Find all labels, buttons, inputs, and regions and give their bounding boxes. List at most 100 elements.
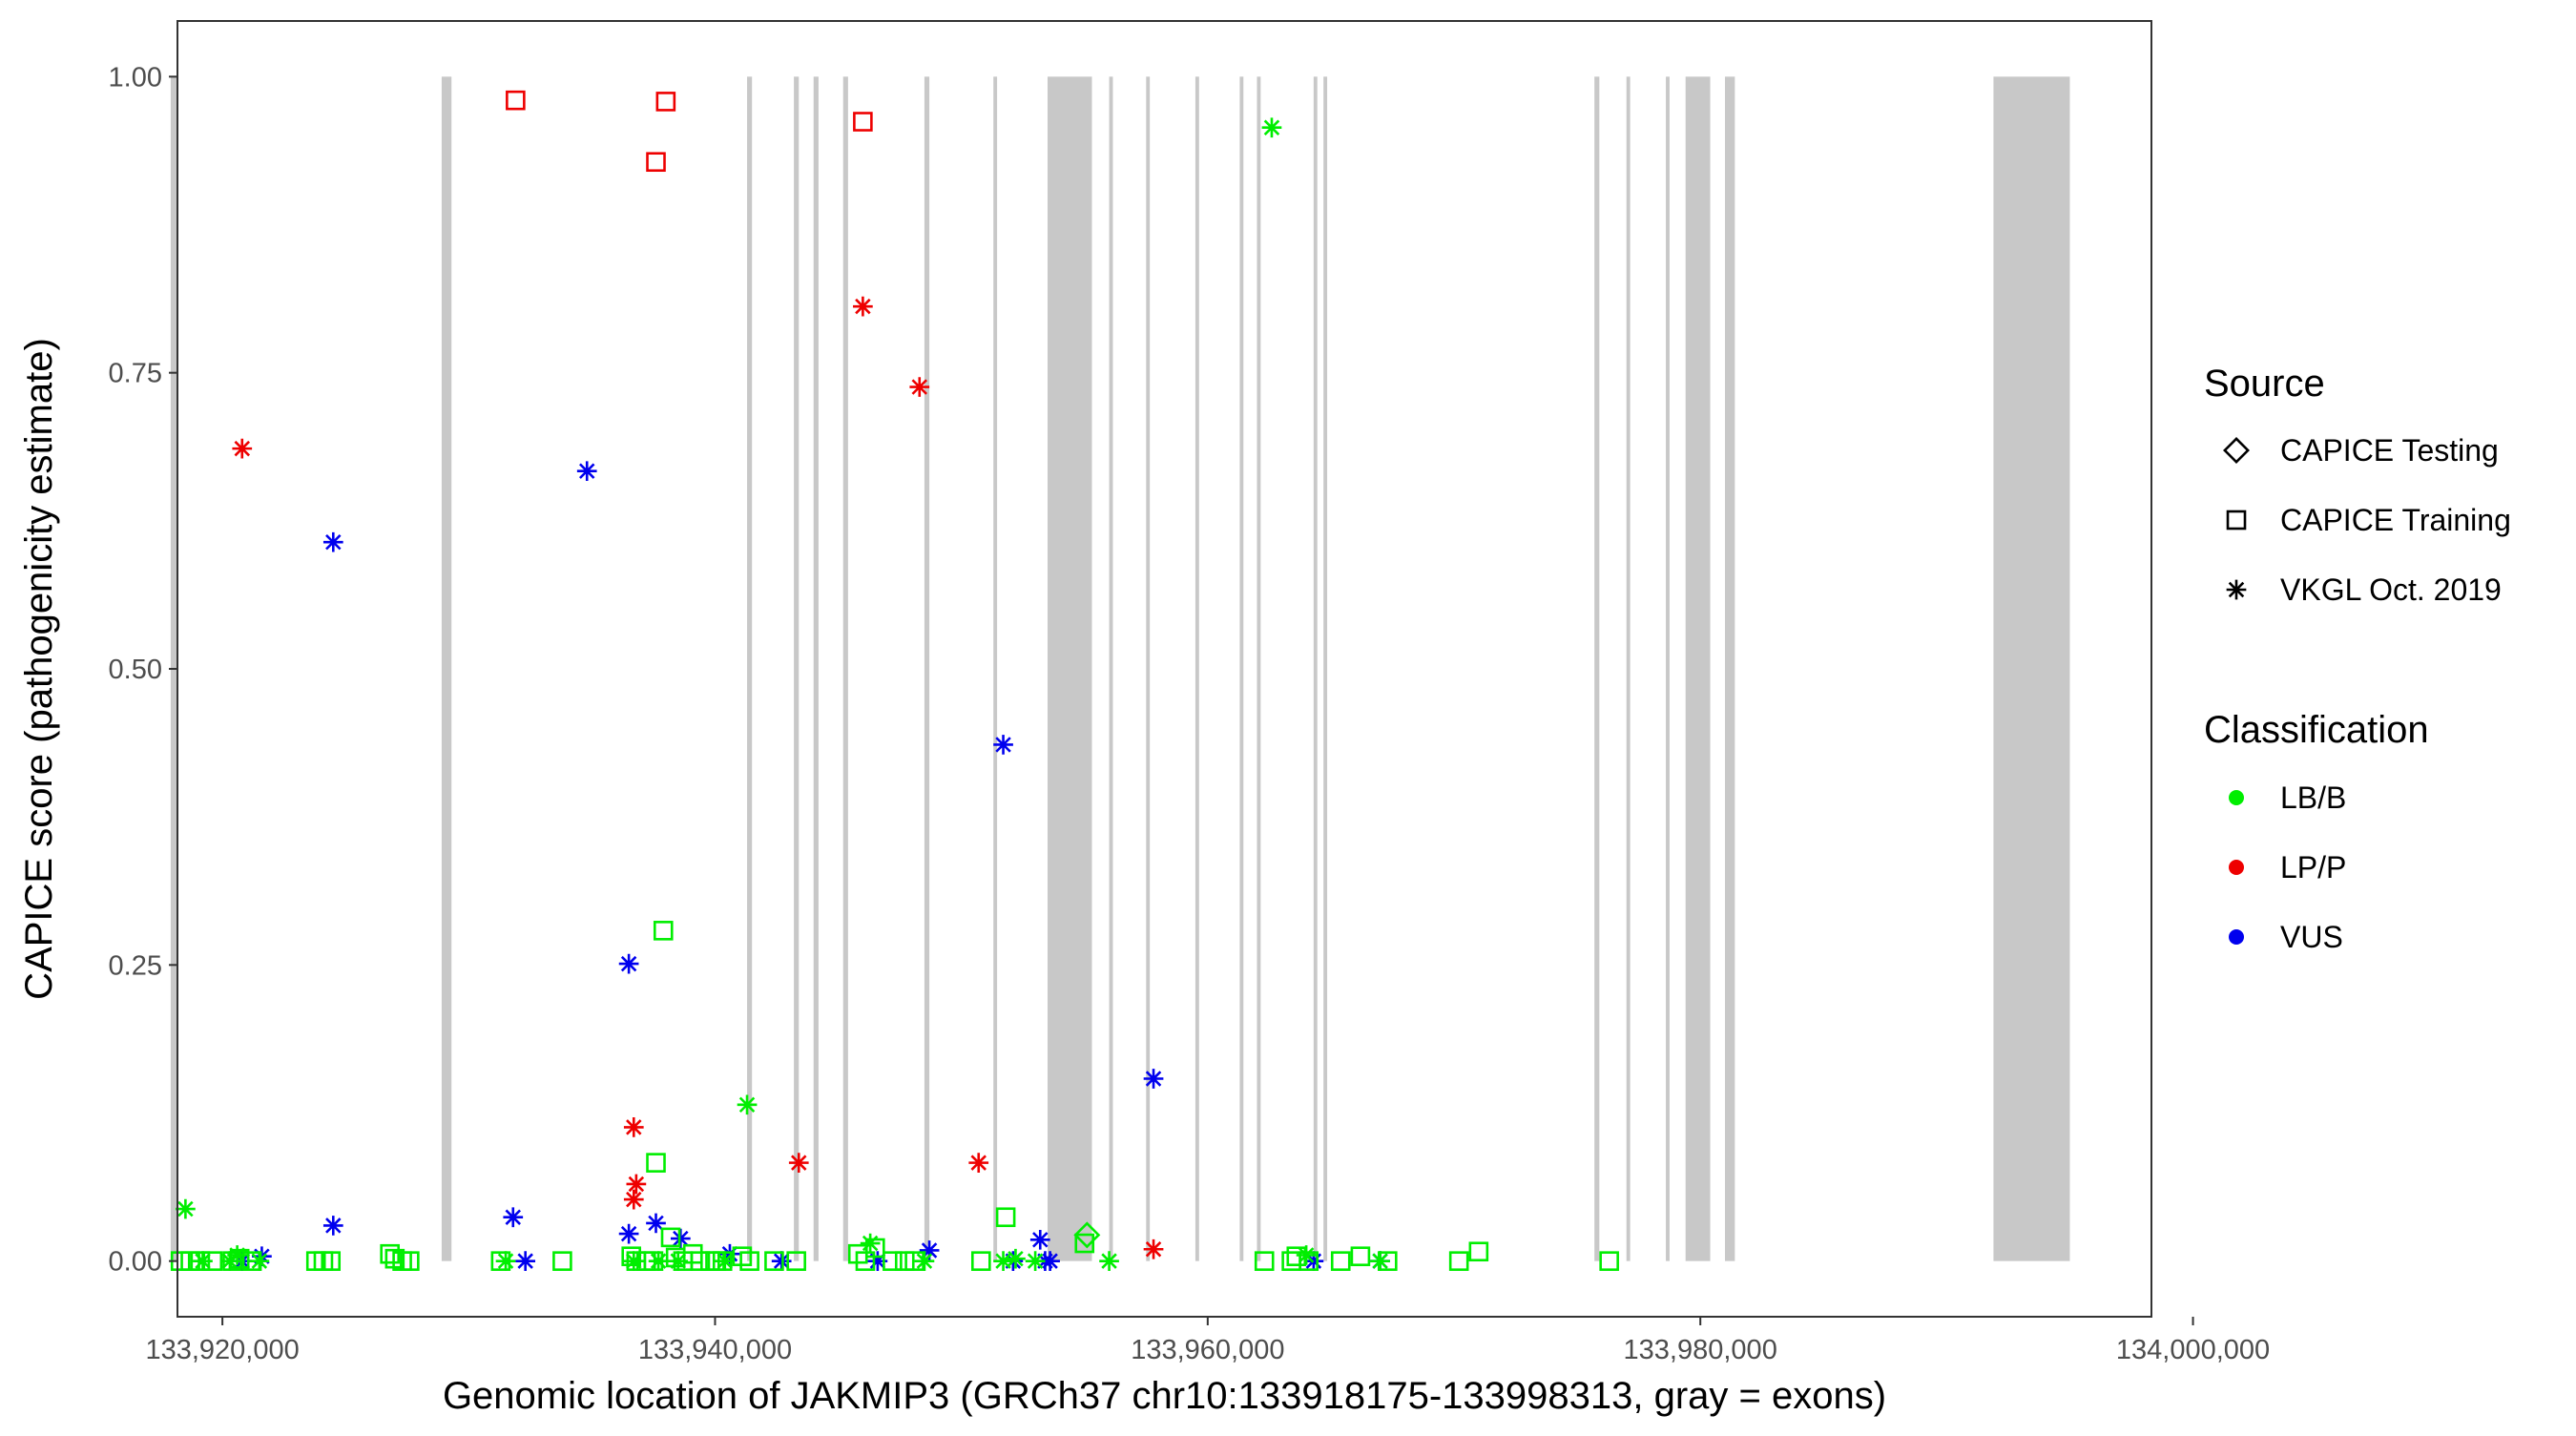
data-point (322, 1216, 343, 1236)
exon-band (441, 76, 452, 1261)
exon-band (842, 76, 848, 1261)
data-point (190, 1251, 211, 1271)
data-point (853, 296, 873, 317)
data-point (1261, 117, 1282, 138)
data-point (503, 1207, 524, 1228)
legend-source-label: CAPICE Testing (2280, 433, 2499, 468)
data-point (660, 1227, 681, 1248)
exon-band (1257, 76, 1261, 1261)
data-point (490, 1251, 511, 1271)
exon-band (1239, 76, 1244, 1261)
data-point (867, 1251, 888, 1272)
data-point (648, 1251, 669, 1272)
x-tick-label: 134,000,000 (2116, 1335, 2270, 1365)
x-tick-label: 133,940,000 (638, 1335, 792, 1365)
data-point (646, 1213, 666, 1234)
data-point (646, 1153, 666, 1173)
exon-band (1666, 76, 1670, 1261)
legend-key-circle (2229, 790, 2244, 805)
data-point (894, 1251, 915, 1271)
legend-key-diamond (2223, 437, 2250, 464)
data-point (883, 1251, 903, 1271)
exon-band (993, 76, 998, 1261)
data-point (1143, 1069, 1164, 1089)
y-axis-title: CAPICE score (pathogenicity estimate) (18, 338, 60, 1000)
data-point (227, 1245, 247, 1265)
data-point (380, 1243, 400, 1264)
data-points (170, 90, 1619, 1272)
data-point (623, 1117, 644, 1137)
exon-bands (170, 76, 2070, 1261)
exon-band (1109, 76, 1113, 1261)
data-point (1468, 1241, 1489, 1262)
data-point (855, 1251, 876, 1271)
exon-band (794, 76, 800, 1261)
legend-classification-label: LP/P (2280, 850, 2346, 884)
data-point (653, 921, 674, 941)
exon-band (1195, 76, 1199, 1261)
plot-panel-border (177, 20, 2152, 1318)
data-point (515, 1251, 536, 1272)
data-point (786, 1251, 806, 1271)
data-point (914, 1251, 935, 1272)
exon-band (1048, 76, 1092, 1261)
data-point (764, 1251, 784, 1271)
data-point (626, 1174, 647, 1195)
x-tick-label: 133,980,000 (1624, 1335, 1777, 1365)
legend-key-circle (2229, 860, 2244, 875)
data-point (576, 461, 597, 482)
data-point (1073, 1221, 1101, 1249)
data-point (1296, 1245, 1317, 1265)
y-tick-label: 0.25 (109, 950, 162, 981)
data-point (643, 1251, 664, 1271)
exon-band (1594, 76, 1600, 1261)
data-point (1099, 1251, 1119, 1272)
data-point (1254, 1251, 1275, 1271)
data-point (993, 1251, 1013, 1272)
y-tick-label: 0.50 (109, 655, 162, 685)
legend-classification-label: LB/B (2280, 780, 2346, 815)
data-point (909, 377, 930, 397)
exon-band (747, 76, 753, 1261)
exon-band (1626, 76, 1631, 1261)
legend-key-asterisk (2226, 579, 2247, 600)
data-point (202, 1251, 223, 1271)
data-point (1286, 1246, 1307, 1266)
legend: Source Classification CAPICE Testing CAPI… (2204, 363, 2511, 954)
data-point (860, 1233, 881, 1254)
data-point (322, 531, 343, 552)
data-point (1599, 1251, 1619, 1271)
data-point (788, 1153, 809, 1173)
data-point (193, 1251, 213, 1272)
data-point (495, 1251, 516, 1272)
data-point (506, 90, 526, 111)
legend-classification-label: VUS (2280, 920, 2343, 954)
data-point (995, 1207, 1016, 1228)
data-point (321, 1251, 342, 1271)
x-tick-label: 133,920,000 (145, 1335, 299, 1365)
data-point (968, 1153, 989, 1173)
legend-source-title: Source (2204, 363, 2325, 405)
data-point (1350, 1246, 1371, 1266)
data-point (646, 152, 666, 173)
data-point (623, 1189, 644, 1210)
data-point (1143, 1238, 1164, 1259)
legend-key-circle (2229, 929, 2244, 945)
exon-band (1685, 76, 1711, 1261)
data-point (552, 1251, 572, 1271)
data-point (739, 1251, 759, 1271)
data-point (712, 1251, 733, 1271)
exon-band (1323, 76, 1328, 1261)
data-point (229, 1248, 250, 1269)
data-point (618, 1223, 639, 1244)
data-point (232, 438, 253, 459)
exon-band (1725, 76, 1735, 1261)
data-point (1448, 1251, 1469, 1271)
data-point (400, 1251, 420, 1271)
data-point (919, 1240, 940, 1260)
data-point (1025, 1251, 1046, 1272)
data-point (1029, 1229, 1050, 1250)
data-point (993, 735, 1013, 755)
legend-source-label: VKGL Oct. 2019 (2280, 572, 2502, 607)
